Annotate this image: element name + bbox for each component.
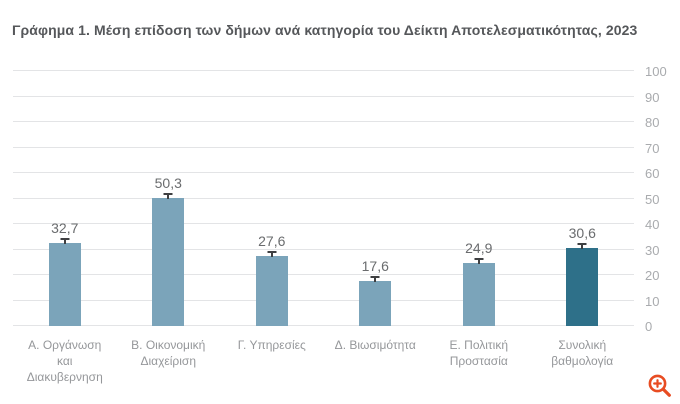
x-axis-category-label: Γ. Υπηρεσίες <box>220 337 324 353</box>
bar-column: 24,9 <box>427 71 531 326</box>
x-axis-category-line: Προστασία <box>449 354 508 368</box>
gridline <box>13 146 634 148</box>
bar <box>255 255 288 326</box>
y-axis-tick-label: 10 <box>645 293 660 309</box>
x-axis-category-line: Β. Οικονομική <box>131 338 206 352</box>
gridline <box>13 95 634 97</box>
y-axis-tick-label: 80 <box>645 115 660 130</box>
y-axis-tick-label: 70 <box>645 140 660 156</box>
error-bar-stem <box>477 258 480 264</box>
error-bar-stem <box>63 238 66 244</box>
error-bar-cap <box>60 237 70 240</box>
x-axis-category-line: Ε. Πολιτική <box>449 338 509 352</box>
bar-column: 50,3 <box>117 71 221 326</box>
bar <box>152 197 185 326</box>
bar-value-label: 50,3 <box>154 174 182 191</box>
gridline <box>13 172 634 173</box>
bar <box>462 262 495 326</box>
error-bar-stem <box>270 251 273 257</box>
bar-value-label: 32,7 <box>51 219 79 236</box>
x-axis-category-line: Α. Οργάνωση <box>28 338 102 352</box>
gridline <box>13 197 634 199</box>
x-axis-category-line: βαθμολογία <box>551 354 614 368</box>
bar-value-label: 27,6 <box>258 232 286 249</box>
y-axis-tick-label: 50 <box>645 191 660 207</box>
bar-column: 30,6 <box>531 71 635 326</box>
x-axis-category-line: και <box>57 354 73 368</box>
error-bar-stem <box>374 277 377 283</box>
y-axis-tick-label: 100 <box>645 64 667 79</box>
bar-value-label: 17,6 <box>361 258 389 275</box>
bar-column: 17,6 <box>324 71 428 326</box>
bar-column: 32,7 <box>13 71 117 326</box>
bar-value-label: 30,6 <box>568 224 596 241</box>
gridline <box>13 121 634 122</box>
bar <box>566 247 599 326</box>
x-axis-category-label: Δ. Βιωσιμότητα <box>324 337 428 353</box>
plot-area: 32,7 50,3 27,6 17,6 24,9 30,6 <box>13 70 635 326</box>
x-axis-category-label: Α. Οργάνωση και Διακυβερνηση <box>13 337 117 385</box>
bar-column: 27,6 <box>220 71 324 326</box>
error-bar-cap <box>370 276 380 279</box>
y-axis-tick-label: 30 <box>645 242 660 258</box>
y-axis-tick-label: 20 <box>645 268 660 283</box>
error-bar-cap <box>267 250 277 253</box>
error-bar-stem <box>581 243 584 249</box>
gridline <box>13 248 634 250</box>
bar <box>48 242 81 326</box>
chart-title: Γράφημα 1. Μέση επίδοση των δήμων ανά κα… <box>12 22 638 38</box>
bar <box>359 281 392 326</box>
bar-value-label: 24,9 <box>465 239 493 256</box>
x-axis-category-line: Γ. Υπηρεσίες <box>237 338 306 352</box>
x-axis-category-line: Διακυβερνηση <box>26 370 103 384</box>
x-axis-labels: Α. Οργάνωση και Διακυβερνηση Β. Οικονομική Δ… <box>13 337 634 393</box>
gridline <box>13 274 634 275</box>
x-axis-category-label: Β. Οικονομική Διαχείριση <box>117 337 221 369</box>
gridline <box>13 223 634 224</box>
gridline <box>13 70 634 71</box>
error-bar-stem <box>167 193 170 199</box>
error-bar-cap <box>577 242 587 245</box>
error-bar-cap <box>163 192 173 195</box>
error-bar-cap <box>474 257 484 260</box>
y-axis-tick-label: 90 <box>645 89 660 105</box>
x-axis-category-line: Διαχείριση <box>140 354 196 368</box>
x-axis-category-line: Δ. Βιωσιμότητα <box>334 338 416 352</box>
zoom-in-button[interactable] <box>646 372 673 399</box>
x-axis-category-line: Συνολική <box>558 338 607 352</box>
gridline <box>13 325 634 326</box>
magnifier-plus-icon <box>648 374 671 397</box>
y-axis-tick-label: 60 <box>645 166 660 181</box>
x-axis-category-label: Συνολική βαθμολογία <box>531 337 635 369</box>
y-axis-tick-label: 0 <box>645 319 653 334</box>
gridline <box>13 299 634 301</box>
y-axis-tick-label: 40 <box>645 217 660 232</box>
x-axis-category-label: Ε. Πολιτική Προστασία <box>427 337 531 369</box>
